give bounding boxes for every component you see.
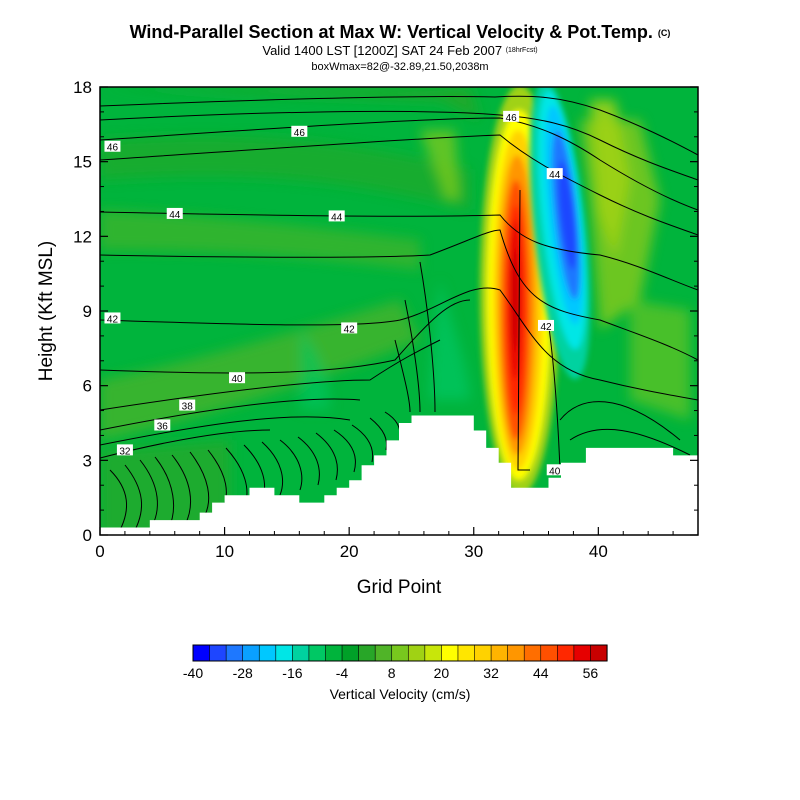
y-tick-label: 0 [83, 526, 92, 545]
colorbar-frame [192, 644, 608, 662]
colorbar-swatch [292, 644, 310, 662]
colorbar-swatch [391, 644, 409, 662]
isentrope-label-text: 44 [169, 210, 181, 221]
colorbar-tick-label: 44 [533, 665, 549, 681]
colorbar-swatch [424, 644, 442, 662]
isentrope-labels: 46 46 46 44 44 44 42 42 42 40 40 38 36 32 [104, 110, 563, 477]
colorbar [192, 644, 608, 662]
colorbar-swatch [275, 644, 293, 662]
isentrope-label: 42 [104, 312, 121, 325]
isentrope-label: 46 [291, 125, 308, 139]
colorbar-swatch [441, 644, 459, 662]
colorbar-swatch [523, 644, 542, 662]
colorbar-swatch [341, 644, 360, 662]
y-tick-label: 6 [83, 377, 92, 396]
y-tick-label: 18 [73, 78, 92, 97]
colorbar-swatch [242, 644, 260, 662]
colorbar-swatch [590, 644, 608, 662]
colorbar-swatch [358, 644, 376, 662]
isentrope-label-text: 36 [157, 421, 169, 432]
y-axis-label: Height (Kft MSL) [36, 241, 57, 381]
isentrope-label: 40 [229, 372, 246, 385]
y-tick-label: 9 [83, 302, 92, 321]
colorbar-swatch [540, 644, 558, 662]
isentrope-label: 44 [328, 210, 345, 223]
colorbar-swatch [573, 644, 592, 662]
colorbar-label: Vertical Velocity (cm/s) [330, 686, 471, 702]
colorbar-tick-label: 32 [483, 665, 499, 681]
isentrope-label: 44 [546, 168, 563, 181]
colorbar-swatch [308, 644, 327, 662]
chart-box-info: boxWmax=82@-32.89,21.50,2038m [311, 61, 489, 73]
isentrope-label: 44 [166, 207, 183, 221]
y-tick-label: 3 [83, 451, 92, 470]
colorbar-swatch [457, 644, 476, 662]
isentropes [100, 95, 698, 531]
isentrope-label-text: 46 [294, 128, 306, 139]
colorbar-swatch [407, 644, 426, 662]
isentrope-label-text: 32 [119, 446, 131, 457]
colorbar-tick-label: 20 [434, 665, 450, 681]
colorbar-tick-label: -4 [336, 665, 349, 681]
isentrope-label: 42 [341, 322, 358, 335]
isentrope-label-text: 46 [107, 143, 119, 154]
x-tick-label: 0 [95, 542, 104, 561]
colorbar-ticks: -40 -28 -16 -4 8 20 32 44 56 [183, 665, 599, 681]
y-tick-label: 12 [73, 227, 92, 246]
colorbar-swatch [507, 644, 525, 662]
colorbar-swatch [557, 644, 575, 662]
isentrope-label: 42 [538, 319, 555, 333]
x-tick-label: 30 [464, 542, 483, 561]
isentrope-label-text: 46 [506, 113, 518, 124]
colorbar-swatch [490, 644, 509, 662]
isentrope-label: 46 [503, 110, 520, 124]
colorbar-tick-label: -40 [183, 665, 203, 681]
colorbar-tick-label: 8 [388, 665, 396, 681]
x-axis: 0 10 20 30 40 [95, 527, 674, 561]
isentrope-label-text: 38 [182, 402, 194, 413]
isentrope-label-text: 44 [331, 212, 343, 223]
colorbar-swatch [474, 644, 492, 662]
isentrope-label: 36 [154, 419, 171, 432]
chart-title: Wind-Parallel Section at Max W: Vertical… [129, 22, 671, 42]
y-tick-label: 15 [73, 153, 92, 172]
x-tick-label: 10 [215, 542, 234, 561]
colorbar-swatch [209, 644, 227, 662]
plot-area: 46 46 46 44 44 44 42 42 42 40 40 38 36 32 [100, 87, 698, 535]
isentrope-label: 40 [546, 464, 563, 477]
x-axis-label: Grid Point [357, 577, 442, 598]
isentrope-label-text: 44 [549, 170, 561, 181]
x-tick-label: 40 [589, 542, 608, 561]
colorbar-swatch [192, 644, 211, 662]
terrain-mask [100, 415, 698, 535]
colorbar-swatch [374, 644, 393, 662]
chart-subtitle: Valid 1400 LST [1200Z] SAT 24 Feb 2007 (… [262, 43, 538, 58]
isentrope-label-text: 42 [107, 314, 119, 325]
colorbar-swatch [225, 644, 244, 662]
isentrope-label-text: 40 [549, 466, 561, 477]
isentrope-label: 46 [104, 140, 121, 154]
colorbar-tick-label: -16 [282, 665, 302, 681]
isentrope-label-text: 40 [231, 374, 243, 385]
colorbar-tick-label: 56 [583, 665, 599, 681]
isentrope-label-text: 42 [540, 322, 552, 333]
x-tick-label: 20 [340, 542, 359, 561]
colorbar-swatch [258, 644, 277, 662]
colorbar-tick-label: -28 [233, 665, 253, 681]
isentrope-label-text: 42 [344, 324, 356, 335]
isentrope-label: 38 [179, 399, 196, 413]
isentrope-label: 32 [116, 444, 133, 457]
colorbar-swatch [325, 644, 343, 662]
